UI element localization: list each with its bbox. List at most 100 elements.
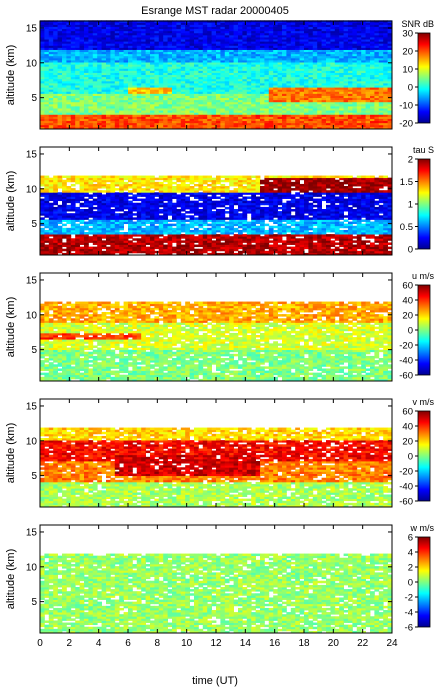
heatmap-cell bbox=[158, 26, 164, 30]
heatmap-cell bbox=[326, 124, 331, 128]
heatmap-cell bbox=[141, 37, 146, 40]
heatmap-cell bbox=[343, 101, 349, 105]
heatmap-cell bbox=[255, 43, 261, 46]
heatmap-cell bbox=[189, 22, 195, 25]
heatmap-cell bbox=[286, 74, 292, 78]
heatmap-cell bbox=[150, 49, 155, 53]
heatmap-cell bbox=[57, 179, 63, 183]
heatmap-cell bbox=[246, 28, 252, 32]
heatmap-cell bbox=[295, 39, 300, 42]
heatmap-cell bbox=[132, 32, 138, 36]
heatmap-cell bbox=[92, 57, 98, 61]
heatmap-cell bbox=[84, 238, 89, 241]
y-tick-label: 5 bbox=[31, 93, 37, 104]
heatmap-cell bbox=[229, 122, 234, 126]
heatmap-cell bbox=[365, 72, 371, 76]
heatmap-cell bbox=[145, 85, 151, 88]
heatmap-cell bbox=[88, 43, 94, 46]
heatmap-cell bbox=[40, 246, 45, 250]
heatmap-cell bbox=[180, 99, 186, 103]
heatmap-cell bbox=[128, 223, 133, 227]
heatmap-cell bbox=[145, 112, 151, 115]
heatmap-cell bbox=[374, 30, 380, 34]
heatmap-cell bbox=[299, 30, 305, 34]
heatmap-cell bbox=[141, 234, 146, 237]
heatmap-cell bbox=[202, 103, 208, 107]
heatmap-cell bbox=[365, 74, 371, 78]
heatmap-cell bbox=[97, 68, 102, 71]
heatmap-cell bbox=[220, 89, 226, 92]
heatmap-cell bbox=[211, 53, 217, 57]
heatmap-cell bbox=[97, 202, 102, 206]
heatmap-cell bbox=[88, 47, 94, 50]
heatmap-cell bbox=[48, 229, 54, 233]
heatmap-cell bbox=[70, 110, 76, 113]
heatmap-cell bbox=[48, 122, 54, 126]
heatmap-cell bbox=[321, 106, 327, 109]
heatmap-cell bbox=[128, 116, 133, 119]
heatmap-cell bbox=[136, 110, 142, 113]
heatmap-cell bbox=[330, 45, 336, 48]
heatmap-cell bbox=[216, 49, 221, 53]
heatmap-cell bbox=[70, 45, 76, 48]
heatmap-cell bbox=[132, 97, 138, 101]
heatmap-cell bbox=[66, 97, 72, 101]
heatmap-cell bbox=[154, 95, 160, 99]
heatmap-cell bbox=[238, 60, 243, 63]
heatmap-cell bbox=[167, 83, 173, 86]
heatmap-cell bbox=[198, 80, 204, 84]
heatmap-cell bbox=[185, 60, 190, 63]
heatmap-cell bbox=[207, 30, 212, 34]
heatmap-cell bbox=[75, 206, 80, 210]
heatmap-cell bbox=[286, 99, 292, 103]
heatmap-cell bbox=[290, 116, 296, 119]
heatmap-cell bbox=[264, 116, 270, 119]
heatmap-cell bbox=[84, 221, 89, 225]
heatmap-cell bbox=[114, 236, 120, 239]
heatmap-cell bbox=[136, 39, 142, 42]
heatmap-cell bbox=[141, 55, 146, 59]
heatmap-cell bbox=[202, 80, 208, 84]
heatmap-cell bbox=[110, 106, 116, 109]
heatmap-cell bbox=[62, 80, 67, 84]
heatmap-cell bbox=[198, 106, 204, 109]
heatmap-cell bbox=[224, 124, 230, 128]
heatmap-cell bbox=[352, 83, 358, 86]
heatmap-cell bbox=[62, 211, 67, 214]
heatmap-cell bbox=[198, 114, 204, 117]
heatmap-cell bbox=[194, 89, 199, 92]
heatmap-cell bbox=[216, 126, 221, 130]
heatmap-cell bbox=[101, 20, 107, 23]
heatmap-cell bbox=[44, 55, 50, 59]
heatmap-cell bbox=[106, 60, 111, 63]
heatmap-cell bbox=[53, 64, 58, 67]
heatmap-cell bbox=[136, 120, 142, 124]
heatmap-cell bbox=[321, 43, 327, 46]
heatmap-cell bbox=[189, 47, 195, 50]
heatmap-cell bbox=[383, 53, 388, 57]
heatmap-cell bbox=[330, 53, 336, 57]
heatmap-cell bbox=[343, 32, 349, 36]
heatmap-cell bbox=[260, 20, 265, 23]
heatmap-cell bbox=[295, 20, 300, 23]
heatmap-cell bbox=[255, 99, 261, 103]
heatmap-cell bbox=[374, 68, 380, 71]
heatmap-cell bbox=[255, 39, 261, 42]
heatmap-cell bbox=[211, 24, 217, 27]
heatmap-cell bbox=[202, 57, 208, 61]
heatmap-cell bbox=[233, 26, 239, 30]
heatmap-cell bbox=[75, 99, 80, 103]
heatmap-cell bbox=[290, 47, 296, 50]
heatmap-cell bbox=[88, 68, 94, 71]
heatmap-cell bbox=[88, 37, 94, 40]
heatmap-cell bbox=[308, 83, 314, 86]
heatmap-cell bbox=[88, 95, 94, 99]
heatmap-cell bbox=[189, 32, 195, 36]
heatmap-cell bbox=[304, 122, 309, 126]
heatmap-cell bbox=[224, 24, 230, 27]
heatmap-cell bbox=[176, 114, 182, 117]
heatmap-cell bbox=[88, 252, 94, 256]
heatmap-cell bbox=[132, 51, 138, 55]
heatmap-cell bbox=[62, 70, 67, 73]
heatmap-cell bbox=[207, 64, 212, 67]
